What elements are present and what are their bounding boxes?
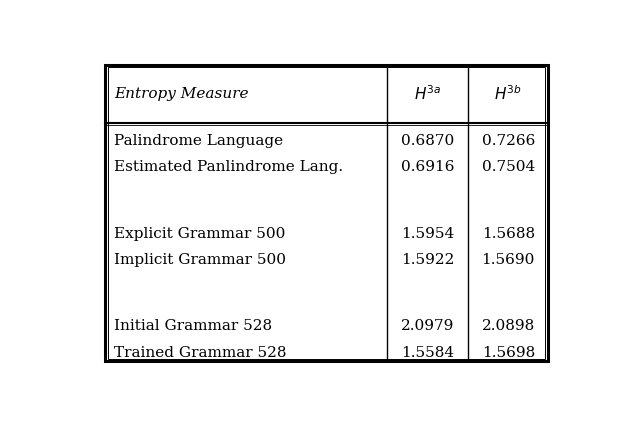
Text: $H^{3b}$: $H^{3b}$ [494, 85, 522, 103]
Text: 1.5698: 1.5698 [482, 346, 535, 360]
Bar [108, 67, 545, 359]
Text: Explicit Grammar 500: Explicit Grammar 500 [114, 227, 285, 241]
Text: Entropy Measure: Entropy Measure [114, 87, 249, 101]
Text: 1.5954: 1.5954 [401, 227, 454, 241]
Text: 2.0898: 2.0898 [482, 319, 535, 333]
Text: 2.0979: 2.0979 [401, 319, 454, 333]
Text: Implicit Grammar 500: Implicit Grammar 500 [114, 253, 286, 267]
Text: 1.5688: 1.5688 [482, 227, 535, 241]
Text: 0.7504: 0.7504 [482, 160, 535, 174]
Text: 1.5584: 1.5584 [401, 346, 454, 360]
Text: 0.6916: 0.6916 [401, 160, 454, 174]
Text: Initial Grammar 528: Initial Grammar 528 [114, 319, 272, 333]
Text: Trained Grammar 528: Trained Grammar 528 [114, 346, 286, 360]
Text: 1.5690: 1.5690 [482, 253, 535, 267]
Text: $H^{3a}$: $H^{3a}$ [414, 85, 441, 103]
Text: Estimated Panlindrome Lang.: Estimated Panlindrome Lang. [114, 160, 343, 174]
Text: Palindrome Language: Palindrome Language [114, 134, 283, 148]
Text: 0.6870: 0.6870 [401, 134, 454, 148]
Text: 1.5922: 1.5922 [401, 253, 454, 267]
Text: 0.7266: 0.7266 [482, 134, 535, 148]
